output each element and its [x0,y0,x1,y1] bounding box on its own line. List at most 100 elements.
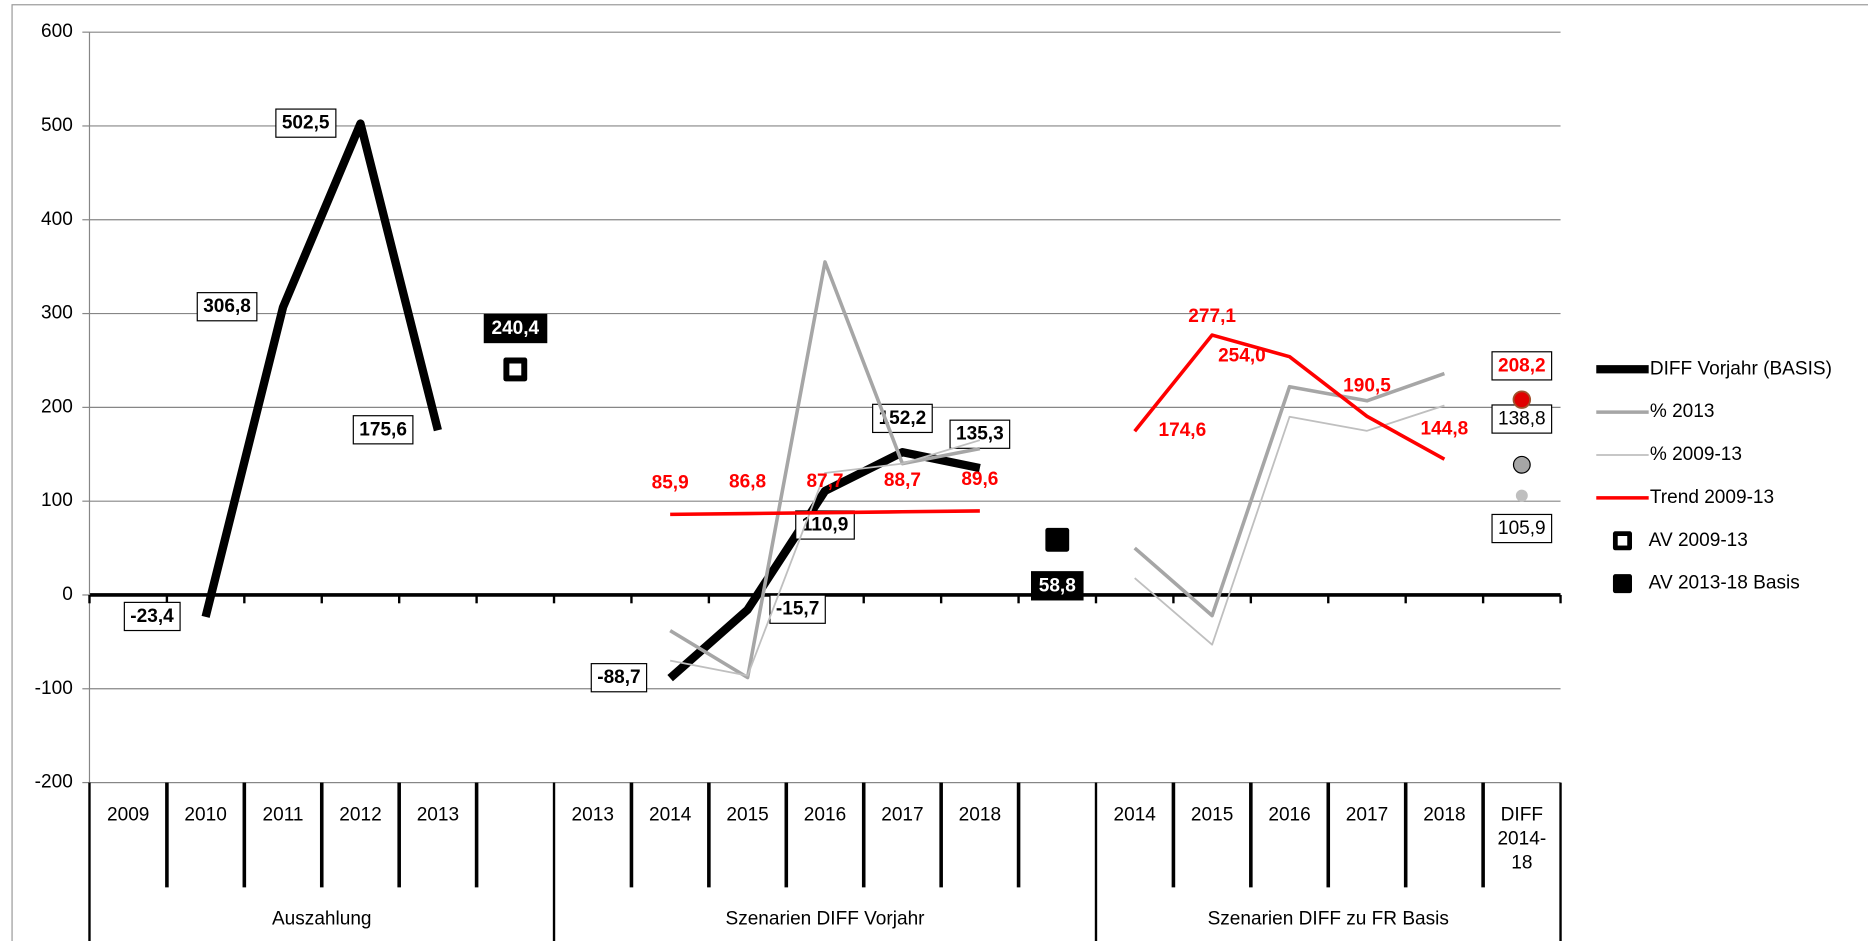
x-tick-label: 2017 [881,805,924,826]
data-label: 175,6 [359,419,407,440]
data-point [1512,455,1531,474]
legend-swatch [1612,574,1633,594]
x-tick-label-box: 2013 [416,805,460,826]
x-tick-label-box: 2014 [648,805,692,826]
x-tick-label: DIFF 2014-18 [1497,805,1547,874]
data-label: 190,5 [1343,376,1391,397]
data-label-group: 89,6 [961,469,998,490]
x-tick-label: 2016 [1268,805,1311,826]
data-label: 89,6 [961,469,998,490]
data-label: 208,2 [1498,355,1546,376]
data-label: 306,8 [203,296,251,317]
group-label: Szenarien DIFF zu FR Basis [1208,909,1449,930]
data-label-group: 87,7 [806,471,843,492]
data-label-group: 306,8 [196,292,258,322]
data-label-group: 152,2 [872,403,933,434]
x-tick-label: 2015 [726,805,769,826]
y-tick-label: 300 [41,303,73,324]
data-label: 254,0 [1218,346,1266,367]
x-tick-label: 2014 [648,805,692,826]
x-tick-label: 2009 [106,805,150,826]
x-tick-label: 2016 [803,805,847,826]
data-label: -15,7 [776,599,819,620]
data-label-box [590,663,648,693]
series-line [670,509,980,517]
x-tick-label-box: 2015 [1190,805,1234,826]
data-label-group: 208,2 [1491,351,1553,381]
series-line [669,439,981,677]
y-tick-label: 600 [41,21,73,42]
data-label-group: 502,5 [275,108,337,138]
data-label-group: 277,1 [1188,306,1236,327]
data-label-group: 144,8 [1421,418,1469,439]
x-tick-label: 2018 [1423,805,1466,826]
data-point [1515,489,1528,502]
data-label: 105,9 [1498,518,1546,539]
group-label: Auszahlung [272,909,372,930]
data-label: 240,4 [491,318,539,339]
data-label: -88,7 [597,667,640,688]
data-point [1512,390,1532,409]
data-label: 110,9 [802,515,849,536]
y-tick-label: 100 [41,490,73,511]
series-line [1134,404,1445,646]
data-label: 144,8 [1421,418,1469,439]
data-label-box [769,594,826,624]
data-label: 152,2 [879,408,927,429]
legend-swatch-hole [1617,536,1628,546]
x-tick-label-box: 2018 [958,805,1002,826]
data-label-box [949,419,1011,449]
data-label-group: -23,4 [123,601,181,632]
data-label: 88,7 [884,470,921,491]
data-label-group: 175,6 [352,415,414,445]
data-label-group: 105,9 [1491,513,1553,544]
data-label-group: 85,9 [652,472,689,493]
x-tick-label-box: 2016 [1268,805,1311,826]
data-label-group: 58,8 [1031,571,1084,601]
data-label-box [352,415,414,445]
x-tick-label-box: 2010 [184,805,226,825]
legend-label: % 2009-13 [1650,444,1742,465]
data-label: 58,8 [1039,575,1076,596]
data-label-group: 240,4 [483,313,548,344]
series-line [1133,371,1445,618]
data-label-group: 88,7 [884,470,921,491]
data-label-group: 174,6 [1159,420,1207,441]
data-label-box [196,292,258,322]
marker-hole [509,363,522,376]
data-label-group: 135,3 [949,419,1011,449]
x-tick-label: 2015 [1190,805,1234,826]
data-label-group: -15,7 [769,594,826,624]
y-tick-label: 200 [41,396,73,417]
data-label: 87,7 [806,471,843,492]
x-tick-label-box: 2015 [726,805,769,826]
series-line [669,260,981,680]
data-label-box [123,601,181,632]
data-label-group: 86,8 [729,472,766,493]
data-label-group: 254,0 [1218,346,1266,367]
data-label: 502,5 [282,113,330,134]
data-label-group: -88,7 [590,663,648,693]
series-line [1133,333,1446,461]
data-label-box [1031,571,1084,601]
x-tick-label: 2013 [416,805,460,826]
data-label: 174,6 [1159,420,1207,441]
x-tick-label: 2011 [262,805,304,826]
data-label: 138,8 [1498,409,1546,430]
x-tick-label-box: 2018 [1423,805,1466,826]
data-label-box [1491,513,1553,544]
data-point [1045,527,1070,552]
x-tick-label: 2012 [339,805,382,826]
data-label: -23,4 [130,606,174,627]
data-label: 86,8 [729,472,766,493]
y-tick-label: -100 [35,678,73,699]
data-label-box [483,313,548,344]
data-label-box [872,403,933,434]
data-label-group: 138,8 [1491,404,1553,434]
x-tick-label-box: 2017 [1346,805,1388,825]
data-label: 135,3 [956,424,1004,445]
y-tick-label: -200 [35,772,73,793]
x-tick-label: 2018 [958,805,1002,826]
data-label: 85,9 [652,472,689,493]
